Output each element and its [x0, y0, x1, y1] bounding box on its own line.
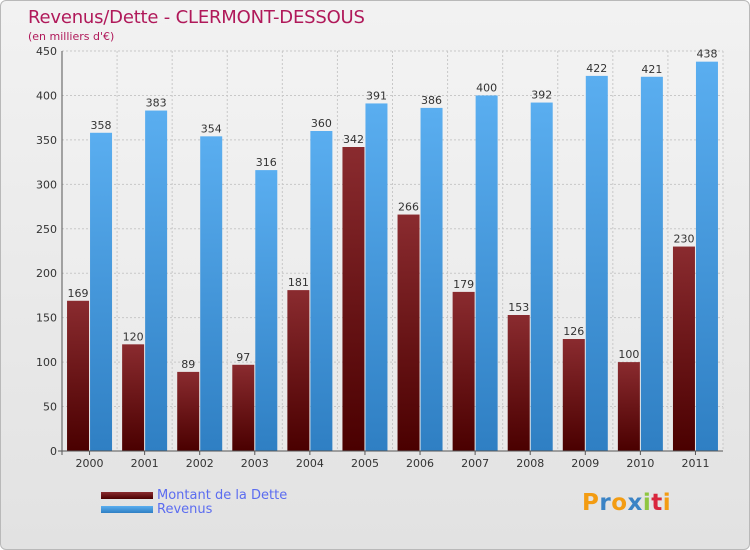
bar-revenus-2010 — [640, 76, 663, 452]
data-label-dette-2004: 181 — [288, 276, 309, 289]
data-label-dette-2006: 266 — [398, 201, 419, 214]
y-tick-label: 400 — [36, 89, 57, 102]
bar-revenus-2002 — [200, 136, 223, 452]
data-label-revenus-2001: 383 — [146, 97, 167, 110]
bar-dette-2003 — [232, 364, 255, 451]
data-label-revenus-2004: 360 — [311, 117, 332, 130]
y-tick-label: 450 — [36, 45, 57, 58]
bar-dette-2008 — [507, 315, 530, 451]
y-tick-label: 250 — [36, 223, 57, 236]
axis-layer: 0 50 100 150 200 250 300 350 400 450 2000 2001 2002 2… — [36, 45, 723, 470]
legend: Montant de la Dette Revenus — [101, 487, 288, 517]
x-tick-label: 2007 — [461, 457, 489, 470]
chart-subtitle: (en milliers d'€) — [28, 30, 115, 43]
bar-dette-2011 — [672, 246, 695, 451]
logo-letter: P — [582, 490, 600, 516]
data-label-dette-2007: 179 — [453, 278, 474, 291]
grid-layer — [61, 50, 724, 452]
bar-revenus-2006 — [420, 107, 443, 451]
x-tick-label: 2009 — [571, 457, 599, 470]
bars-layer — [67, 61, 718, 452]
legend-swatch-revenus — [101, 505, 153, 513]
bar-dette-2009 — [562, 339, 585, 451]
x-tick-label: 2001 — [131, 457, 159, 470]
y-tick-label: 0 — [50, 445, 57, 458]
chart-title: Revenus/Dette - CLERMONT-DESSOUS — [28, 7, 365, 28]
logo-letter: i — [662, 490, 672, 516]
x-tick-label: 2000 — [76, 457, 104, 470]
data-label-revenus-2006: 386 — [421, 94, 442, 107]
y-tick-label: 50 — [43, 401, 57, 414]
data-label-revenus-2000: 358 — [91, 119, 112, 132]
bar-revenus-2007 — [475, 95, 498, 451]
data-label-revenus-2002: 354 — [201, 122, 222, 135]
y-tick-label: 100 — [36, 356, 57, 369]
bar-dette-2001 — [122, 344, 145, 451]
bar-revenus-2003 — [255, 170, 278, 451]
x-tick-label: 2006 — [406, 457, 434, 470]
data-label-revenus-2003: 316 — [256, 156, 277, 169]
y-tick-label: 150 — [36, 312, 57, 325]
y-tick-label: 200 — [36, 267, 57, 280]
x-tick-label: 2003 — [241, 457, 269, 470]
bar-dette-2005 — [342, 147, 365, 451]
x-tick-label: 2011 — [681, 457, 709, 470]
legend-swatch-dette — [101, 491, 153, 499]
bar-revenus-2008 — [530, 102, 553, 452]
bar-revenus-2011 — [695, 61, 718, 452]
x-tick-label: 2004 — [296, 457, 324, 470]
logo-letter: x — [627, 490, 643, 516]
x-tick-label: 2010 — [626, 457, 654, 470]
data-label-dette-2001: 120 — [123, 330, 144, 343]
logo-letter: i — [642, 490, 652, 516]
proxiti-logo: Proxiti — [582, 490, 671, 516]
bar-revenus-2000 — [90, 132, 113, 451]
data-label-dette-2008: 153 — [508, 301, 529, 314]
bar-dette-2006 — [397, 214, 420, 451]
labels-layer: 169 358 120 383 89 354 97 316 181 360 342 391 266 386… — [68, 48, 718, 371]
logo-letter: r — [599, 490, 612, 516]
data-label-dette-2000: 169 — [68, 287, 89, 300]
legend-item-dette: Montant de la Dette — [101, 487, 288, 503]
bar-revenus-2009 — [585, 75, 608, 451]
data-label-dette-2009: 126 — [563, 325, 584, 338]
legend-item-revenus: Revenus — [101, 501, 287, 517]
bar-revenus-2001 — [145, 110, 168, 452]
data-label-dette-2011: 230 — [673, 233, 694, 246]
y-tick-label: 350 — [36, 134, 57, 147]
data-label-revenus-2009: 422 — [586, 62, 607, 75]
x-tick-label: 2008 — [516, 457, 544, 470]
data-label-dette-2010: 100 — [618, 348, 639, 361]
x-tick-label: 2005 — [351, 457, 379, 470]
data-label-revenus-2007: 400 — [476, 81, 497, 94]
bar-dette-2000 — [67, 300, 90, 451]
data-label-dette-2003: 97 — [236, 351, 250, 364]
data-label-revenus-2008: 392 — [531, 89, 552, 102]
data-label-dette-2002: 89 — [181, 358, 195, 371]
bar-revenus-2004 — [310, 131, 333, 451]
logo-letter: t — [651, 490, 663, 516]
y-tick-label: 300 — [36, 178, 57, 191]
bar-revenus-2005 — [365, 103, 388, 451]
data-label-dette-2005: 342 — [343, 133, 364, 146]
legend-label-dette: Montant de la Dette — [157, 487, 288, 503]
logo-letter: o — [611, 490, 628, 516]
bar-dette-2007 — [452, 291, 475, 451]
bar-dette-2010 — [617, 362, 640, 451]
data-label-revenus-2011: 438 — [696, 48, 717, 61]
data-label-revenus-2005: 391 — [366, 89, 387, 102]
bar-dette-2002 — [177, 371, 200, 451]
data-label-revenus-2010: 421 — [641, 63, 662, 76]
legend-label-revenus: Revenus — [157, 501, 213, 517]
x-tick-label: 2002 — [186, 457, 214, 470]
bar-dette-2004 — [287, 290, 310, 451]
